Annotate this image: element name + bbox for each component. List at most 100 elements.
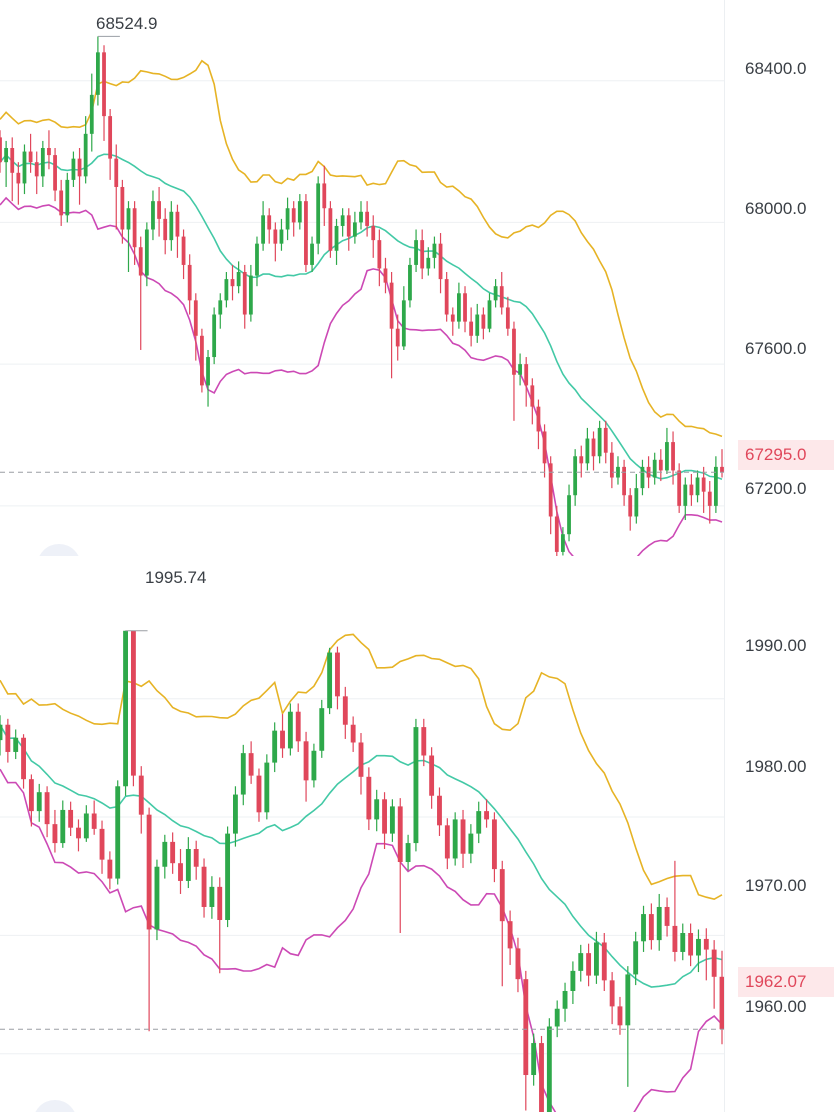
candle-body (389, 806, 395, 834)
candle-body (671, 442, 675, 471)
candle (530, 378, 535, 425)
candle-body (273, 229, 278, 244)
candle-body (648, 914, 654, 941)
candle (120, 179, 125, 244)
candle-body (28, 779, 34, 812)
candle-body (469, 321, 474, 336)
candle (346, 208, 351, 251)
y-tick-label: 1980.00 (745, 757, 807, 776)
candle-body (71, 158, 76, 180)
candle-body (21, 737, 26, 780)
candle (10, 137, 15, 202)
candle (487, 293, 492, 333)
candle (138, 236, 143, 350)
candle-body (68, 809, 74, 828)
candle (491, 812, 497, 883)
candle (261, 201, 265, 251)
candle-body (665, 442, 669, 471)
candle (340, 208, 345, 237)
candle-body (554, 516, 559, 552)
floating-bubble (33, 1100, 77, 1112)
candle-body (242, 272, 247, 315)
eth-chart-panel[interactable]: 1990.00 1980.00 1970.00 1960.00 1962.07 … (0, 556, 834, 1112)
candle-body (507, 921, 513, 949)
candle-body (342, 696, 348, 725)
candle (426, 247, 431, 276)
candle-body (432, 243, 437, 258)
candle-body (28, 151, 33, 163)
candle (77, 148, 82, 205)
candle (52, 809, 58, 853)
candle-body (562, 990, 568, 1009)
candle (280, 714, 285, 758)
candle-body (16, 172, 21, 184)
candle (297, 194, 302, 230)
candle (175, 204, 180, 258)
candle-body (720, 466, 724, 473)
candle-body (597, 427, 602, 457)
candle (178, 848, 183, 894)
y-tick-label: 67200.0 (745, 479, 807, 498)
candle-body (518, 364, 522, 375)
candle (65, 172, 70, 223)
candle-body (640, 466, 645, 489)
candle (561, 527, 565, 556)
candle-body (609, 452, 614, 478)
btc-chart-panel[interactable]: 68400.0 68000.0 67600.0 67200.0 67295.0 … (0, 0, 834, 556)
candle (96, 36, 100, 106)
candle (586, 943, 592, 987)
candle (640, 459, 645, 496)
candle-body (255, 243, 259, 276)
candle-body (499, 286, 504, 308)
candle-body (256, 775, 262, 813)
candle-body (421, 727, 427, 756)
y-tick-label: 1960.00 (745, 997, 807, 1016)
candle-body (201, 866, 207, 907)
candle-body (617, 1006, 623, 1026)
candle-body (310, 243, 314, 265)
btc-candlestick-chart[interactable] (0, 0, 834, 556)
candle (713, 456, 718, 513)
candle-body (350, 724, 356, 743)
candle-body (322, 183, 327, 209)
candle (664, 897, 670, 937)
candle-body (542, 431, 547, 464)
candle-body (499, 869, 505, 922)
candle-body (452, 819, 458, 859)
candle-body (707, 491, 712, 506)
candle (60, 800, 66, 848)
eth-candlestick-chart[interactable] (0, 556, 834, 1112)
candle-body (672, 925, 678, 952)
candle (617, 996, 623, 1035)
candle-body (0, 137, 2, 163)
candle-body (99, 828, 105, 860)
candle-body (352, 222, 357, 237)
candle-body (524, 364, 529, 386)
candle-body (335, 652, 340, 697)
candle (28, 133, 33, 173)
bollinger-middle-line (0, 153, 723, 480)
candle (683, 477, 688, 521)
candle (689, 473, 694, 506)
candle (230, 264, 235, 301)
candle-body (304, 201, 308, 265)
candle (628, 488, 633, 531)
candle (273, 222, 278, 262)
candle (450, 307, 455, 336)
candle-body (65, 179, 70, 216)
candle (548, 456, 553, 535)
candle-body (224, 279, 229, 301)
candle-body (401, 300, 406, 347)
candle (28, 774, 34, 827)
candle-body (76, 827, 81, 839)
candle (720, 449, 724, 478)
candle (476, 801, 482, 844)
candle-body (530, 385, 535, 407)
candle (671, 431, 675, 485)
candle (641, 905, 646, 952)
candle (217, 877, 223, 974)
candle-body (123, 630, 128, 787)
candle-body (658, 459, 663, 471)
candle-body (634, 488, 639, 517)
candle (4, 140, 9, 187)
